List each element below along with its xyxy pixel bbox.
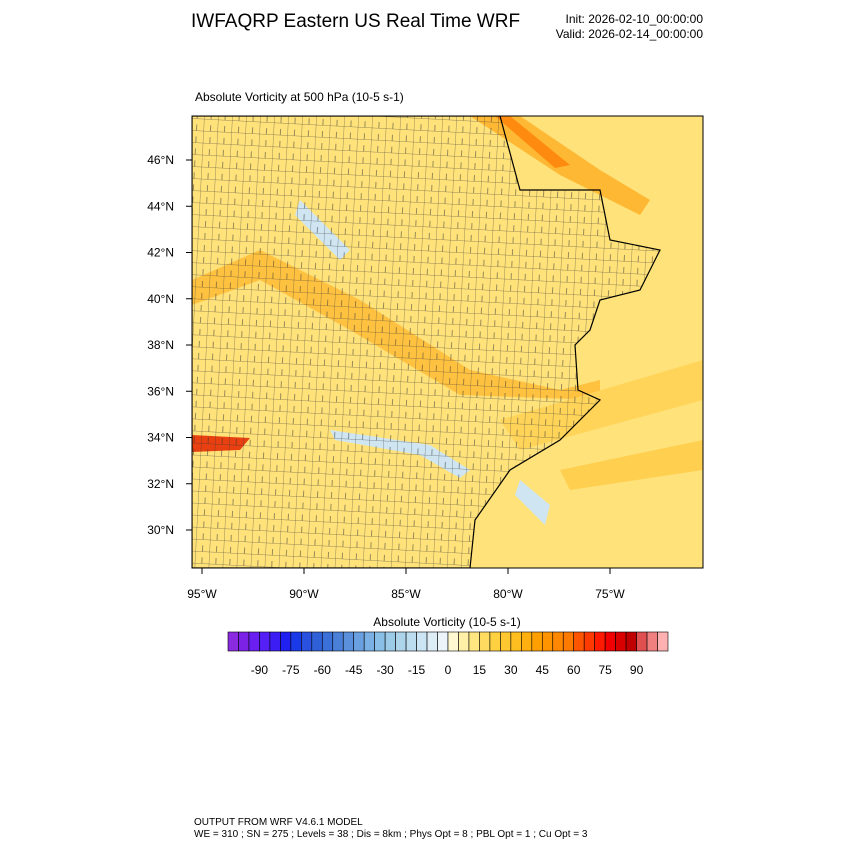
lat-label: 30°N bbox=[147, 523, 174, 537]
init-time: Init: 2026-02-10_00:00:00 bbox=[566, 12, 704, 26]
colorbar-box bbox=[562, 631, 575, 652]
colorbar-label: 30 bbox=[504, 663, 518, 677]
colorbar-box bbox=[573, 631, 585, 652]
colorbar-box bbox=[447, 631, 459, 652]
colorbar-label: -45 bbox=[345, 663, 363, 677]
colorbar-box bbox=[280, 631, 292, 652]
lat-label: 38°N bbox=[147, 338, 174, 352]
colorbar-label: 75 bbox=[598, 663, 612, 677]
colorbar-label: -15 bbox=[408, 663, 426, 677]
colorbar-box bbox=[248, 631, 260, 652]
lon-label: 75°W bbox=[595, 587, 625, 601]
colorbar-box bbox=[636, 631, 648, 652]
colorbar-box bbox=[321, 631, 334, 652]
map bbox=[192, 116, 703, 568]
colorbar-label: -90 bbox=[251, 663, 269, 677]
lat-label: 42°N bbox=[147, 246, 174, 260]
colorbar-box bbox=[500, 631, 512, 652]
vorticity-band bbox=[560, 440, 703, 490]
lon-label: 85°W bbox=[391, 587, 421, 601]
lat-label: 34°N bbox=[147, 431, 174, 445]
lat-label: 32°N bbox=[147, 477, 174, 491]
footer-settings: WE = 310 ; SN = 275 ; Levels = 38 ; Dis … bbox=[194, 829, 588, 840]
colorbar-box bbox=[395, 631, 407, 652]
colorbar-label: 45 bbox=[536, 663, 550, 677]
land-counties bbox=[192, 116, 661, 568]
colorbar-box bbox=[510, 631, 522, 652]
colorbar-box bbox=[657, 631, 669, 652]
colorbar-label: -30 bbox=[376, 663, 394, 677]
lon-labels: 95°W 90°W 85°W 80°W 75°W bbox=[187, 568, 625, 601]
colorbar-box bbox=[541, 631, 554, 652]
colorbar-title: Absolute Vorticity (10-5 s-1) bbox=[373, 615, 520, 629]
colorbar-box bbox=[301, 631, 313, 652]
colorbar-box bbox=[489, 631, 501, 652]
colorbar-box bbox=[269, 631, 281, 652]
colorbar-box bbox=[332, 631, 344, 652]
colorbar-box bbox=[615, 631, 627, 652]
map-title: Absolute Vorticity at 500 hPa (10-5 s-1) bbox=[195, 90, 404, 104]
colorbar-box bbox=[405, 631, 417, 652]
colorbar-box bbox=[363, 631, 375, 652]
colorbar-label: 90 bbox=[630, 663, 644, 677]
colorbar-box bbox=[384, 631, 396, 652]
colorbar-box bbox=[342, 631, 355, 652]
colorbar-box bbox=[259, 631, 271, 652]
colorbar-box bbox=[458, 631, 470, 652]
lat-label: 46°N bbox=[147, 153, 174, 167]
lat-labels: 46°N 44°N 42°N 40°N 38°N 36°N 34°N 32°N 30°N bbox=[147, 153, 192, 537]
lon-label: 80°W bbox=[493, 587, 523, 601]
colorbar-box bbox=[416, 631, 428, 652]
map-frame bbox=[191, 115, 704, 569]
lon-label: 90°W bbox=[289, 587, 319, 601]
colorbar-box bbox=[521, 631, 533, 652]
vorticity-band bbox=[495, 116, 570, 168]
low-vorticity bbox=[515, 480, 550, 525]
colorbar-box bbox=[531, 631, 543, 652]
colorbar-box bbox=[604, 631, 616, 652]
colorbar-box bbox=[426, 631, 438, 652]
footer-model: OUTPUT FROM WRF V4.6.1 MODEL bbox=[194, 817, 363, 828]
lat-label: 40°N bbox=[147, 292, 174, 306]
colorbar-box bbox=[437, 631, 449, 652]
colorbar-box bbox=[227, 631, 239, 652]
colorbar-box bbox=[625, 631, 637, 652]
colorbar-box bbox=[646, 631, 658, 652]
lon-label: 95°W bbox=[187, 587, 217, 601]
colorbar-label: 0 bbox=[445, 663, 452, 677]
colorbar-label: -75 bbox=[282, 663, 300, 677]
colorbar-box bbox=[353, 631, 365, 652]
colorbar-box bbox=[594, 631, 606, 652]
lat-label: 44°N bbox=[147, 199, 174, 213]
colorbar-label: 60 bbox=[567, 663, 581, 677]
colorbar: -90 -75 -60 -45 -30 -15 0 15 30 45 60 75 90 bbox=[227, 631, 669, 677]
colorbar-box bbox=[290, 631, 302, 652]
colorbar-box bbox=[374, 631, 386, 652]
lat-label: 36°N bbox=[147, 384, 174, 398]
title: IWFAQRP Eastern US Real Time WRF bbox=[191, 11, 520, 32]
colorbar-box bbox=[468, 631, 480, 652]
colorbar-label: 15 bbox=[473, 663, 487, 677]
colorbar-box bbox=[479, 631, 491, 652]
colorbar-label: -60 bbox=[314, 663, 332, 677]
valid-time: Valid: 2026-02-14_00:00:00 bbox=[556, 27, 704, 41]
colorbar-box bbox=[238, 631, 250, 652]
colorbar-box bbox=[552, 631, 564, 652]
colorbar-box bbox=[583, 631, 595, 652]
colorbar-box bbox=[311, 631, 323, 652]
